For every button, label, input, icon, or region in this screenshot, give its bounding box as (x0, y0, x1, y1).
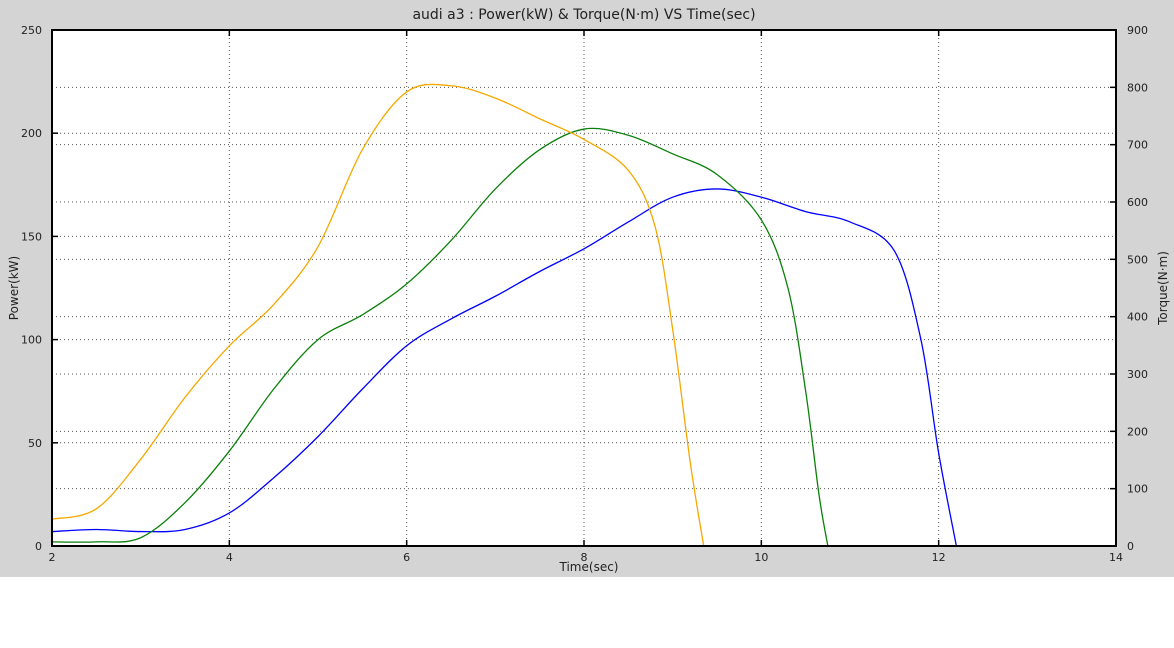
y-axis-label: Power(kW) (7, 256, 21, 320)
x-tick-label: 12 (932, 551, 946, 564)
y-tick-label: 200 (21, 127, 42, 140)
plot-area (52, 30, 1116, 546)
x-tick-label: 4 (226, 551, 233, 564)
series-line-3 (51, 83, 705, 547)
y-tick-label: 150 (21, 230, 42, 243)
grid (52, 30, 1116, 546)
y2-tick-label: 600 (1127, 196, 1148, 209)
y2-tick-label: 200 (1127, 425, 1148, 438)
x-tick-label: 10 (754, 551, 768, 564)
x-tick-label: 14 (1109, 551, 1123, 564)
y2-tick-label: 100 (1127, 483, 1148, 496)
x-tick-label: 8 (581, 551, 588, 564)
y2-tick-label: 0 (1127, 540, 1134, 553)
x-tick-label: 6 (403, 551, 410, 564)
y-tick-label: 0 (35, 540, 42, 553)
series-line-2 (51, 127, 829, 547)
y-tick-label: 250 (21, 24, 42, 37)
series-line-1 (51, 188, 958, 547)
y-tick-label: 100 (21, 334, 42, 347)
power-torque-chart: 2 4 6 8 10 12 14 0 100 200 300 400 500 600 700 800 900 0 5… (7, 7, 1170, 574)
x-axis-label: Time(sec) (559, 560, 619, 574)
y-tick-label: 50 (28, 437, 42, 450)
y2-tick-label: 900 (1127, 24, 1148, 37)
y2-tick-label: 400 (1127, 311, 1148, 324)
y2-axis-label: Torque(N·m) (1156, 251, 1170, 326)
x-tick-label: 2 (49, 551, 56, 564)
y2-tick-label: 300 (1127, 368, 1148, 381)
y2-tick-label: 800 (1127, 81, 1148, 94)
ticks: 2 4 6 8 10 12 14 0 100 200 300 400 500 600 700 800 900 0 5… (21, 24, 1148, 564)
chart-title: audi a3 : Power(kW) & Torque(N·m) VS Tim… (412, 7, 755, 23)
y2-tick-label: 700 (1127, 139, 1148, 152)
y2-tick-label: 500 (1127, 253, 1148, 266)
chart-container: 2 4 6 8 10 12 14 0 100 200 300 400 500 600 700 800 900 0 5… (0, 0, 1174, 577)
series-layer (51, 83, 958, 547)
